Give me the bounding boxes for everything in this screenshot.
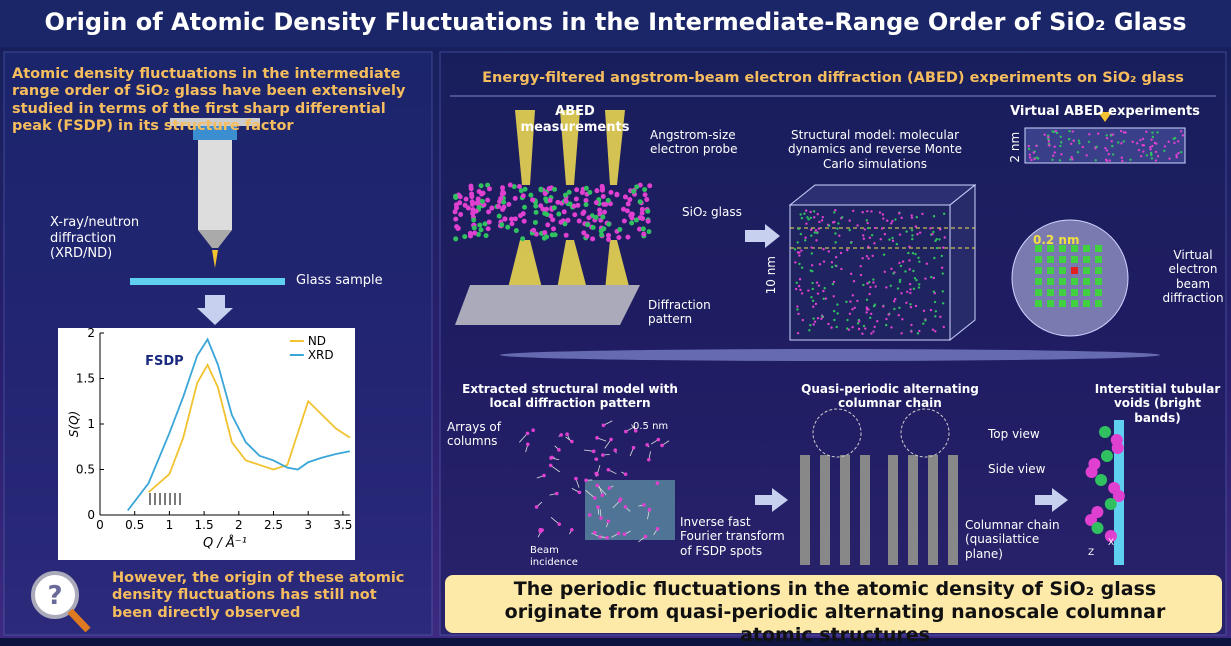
title: Origin of Atomic Density Fluctuations in… — [0, 8, 1231, 37]
line — [149, 365, 350, 492]
label: Structural model: molecular dynamics and… — [780, 128, 970, 171]
y-tick-label: 0 — [87, 508, 95, 522]
x-tick-label: 0.5 — [125, 518, 144, 532]
section-title: Extracted structural model with local di… — [445, 382, 695, 411]
y-axis-label: S(Q) — [67, 411, 81, 437]
legend-label: XRD — [308, 348, 334, 362]
label: Beam incidence — [530, 545, 580, 569]
left-conclusion: However, the origin of these atomic dens… — [112, 570, 417, 622]
label: 10 nm — [764, 256, 778, 294]
section-title: Virtual ABED experiments — [1010, 104, 1200, 120]
right-conclusion: The periodic fluctuations in the atomic … — [470, 578, 1200, 646]
label: Inverse fast Fourier transform of FSDP s… — [680, 515, 790, 558]
right-heading: Energy-filtered angstrom-beam electron d… — [440, 70, 1226, 87]
x-tick-label: 2 — [235, 518, 243, 532]
label: Columnar chain (quasilattice plane) — [965, 518, 1065, 561]
x-tick-label: 1.5 — [195, 518, 214, 532]
annotation: FSDP — [145, 354, 184, 369]
sample-label: Glass sample — [296, 273, 383, 289]
label: Virtual electron beam diffraction — [1160, 248, 1226, 306]
x-axis-label: Q / Å⁻¹ — [203, 535, 247, 551]
y-tick-label: 2 — [87, 326, 95, 340]
x-tick-label: 2.5 — [264, 518, 283, 532]
y-tick-label: 1 — [87, 417, 95, 431]
x-tick-label: 1 — [166, 518, 174, 532]
intro: Atomic density fluctuations in the inter… — [12, 66, 417, 136]
infographic: ? 00.511.522.533.500.511.52Q / Å⁻¹S(Q)FS… — [0, 0, 1231, 638]
section-title: ABED measurements — [500, 104, 650, 135]
y-tick-label: 1.5 — [76, 372, 95, 386]
axis-label: Z — [1088, 548, 1094, 559]
label: 0.5 nm — [633, 421, 668, 433]
x-tick-label: 0 — [96, 518, 104, 532]
label: 2 nm — [1008, 132, 1022, 163]
section-title: Quasi-periodic alternating columnar chai… — [800, 382, 980, 411]
label: SiO₂ glass — [682, 205, 742, 219]
label: 0.2 nm — [1033, 233, 1079, 247]
section-title: Interstitial tubular voids (bright bands… — [1090, 382, 1225, 425]
y-tick-label: 0.5 — [76, 463, 95, 477]
label: Angstrom-size electron probe — [650, 128, 760, 157]
axis-label: X — [1108, 538, 1114, 549]
x-tick-label: 3 — [304, 518, 312, 532]
x-tick-label: 3.5 — [333, 518, 352, 532]
label: Top view — [988, 427, 1040, 441]
label: Side view — [988, 462, 1045, 476]
label: Diffraction pattern — [648, 298, 728, 327]
source-label: X-ray/neutron diffraction (XRD/ND) — [50, 215, 180, 262]
label: Arrays of columns — [447, 420, 517, 449]
legend-label: ND — [308, 334, 326, 348]
